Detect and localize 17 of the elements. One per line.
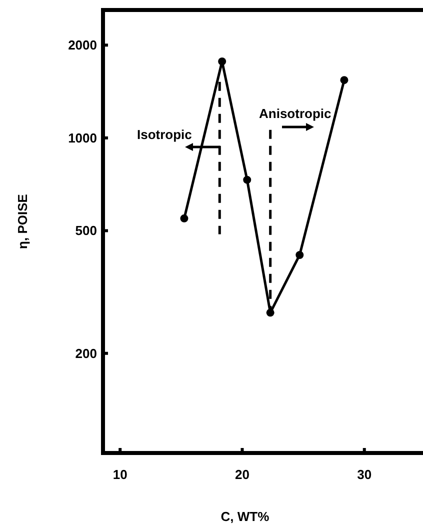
x-tick-label: 20 <box>235 467 250 482</box>
point <box>266 308 274 317</box>
y-tick-label: 2000 <box>68 38 97 53</box>
annotation: Anisotropic <box>259 106 332 121</box>
y-tick-label: 500 <box>75 223 97 238</box>
annotation: Isotropic <box>137 127 192 142</box>
x-tick-label: 30 <box>357 467 372 482</box>
point <box>296 250 304 259</box>
point <box>218 57 226 66</box>
point <box>340 76 348 84</box>
y-tick-label: 1000 <box>68 130 97 146</box>
point <box>243 176 252 184</box>
x-tick-label: 10 <box>112 467 128 482</box>
x-axis-title: C, WT% <box>220 509 270 524</box>
point <box>180 214 188 222</box>
y-tick-label: 200 <box>75 346 97 361</box>
y-axis-title: η, POISE <box>15 194 30 249</box>
